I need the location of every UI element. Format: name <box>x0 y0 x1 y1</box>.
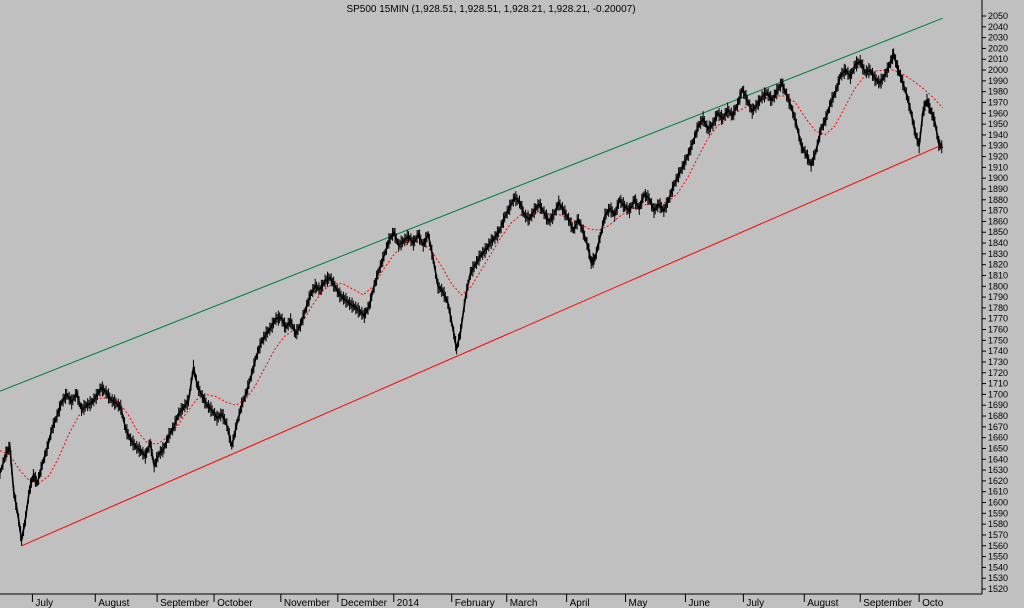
y-tick-label: 1900 <box>988 173 1008 183</box>
y-tick-label: 1690 <box>988 400 1008 410</box>
x-tick-label: June <box>688 598 710 608</box>
y-tick-label: 1560 <box>988 541 1008 551</box>
y-tick-label: 1790 <box>988 292 1008 302</box>
y-tick-label: 1610 <box>988 487 1008 497</box>
x-tick-label: May <box>629 598 648 608</box>
y-tick-label: 1600 <box>988 498 1008 508</box>
y-tick-label: 1590 <box>988 508 1008 518</box>
x-tick-label: December <box>341 598 388 608</box>
y-tick-label: 1920 <box>988 152 1008 162</box>
y-tick-label: 1780 <box>988 303 1008 313</box>
y-tick-label: 1540 <box>988 562 1008 572</box>
x-tick-label: July <box>35 598 53 608</box>
y-tick-label: 1840 <box>988 238 1008 248</box>
y-tick-label: 2010 <box>988 54 1008 64</box>
y-tick-label: 1740 <box>988 346 1008 356</box>
y-tick-label: 1620 <box>988 476 1008 486</box>
y-tick-label: 1670 <box>988 422 1008 432</box>
y-tick-label: 2040 <box>988 22 1008 32</box>
y-tick-label: 1700 <box>988 389 1008 399</box>
x-tick-label: Octo <box>922 598 944 608</box>
x-tick-label: August <box>98 598 129 608</box>
y-tick-label: 1640 <box>988 454 1008 464</box>
y-tick-label: 1550 <box>988 552 1008 562</box>
y-tick-label: 1710 <box>988 379 1008 389</box>
x-tick-label: April <box>570 598 590 608</box>
y-tick-label: 1930 <box>988 141 1008 151</box>
y-tick-label: 1980 <box>988 87 1008 97</box>
y-tick-label: 1910 <box>988 162 1008 172</box>
x-tick-label: March <box>510 598 538 608</box>
x-tick-label: October <box>217 598 253 608</box>
y-tick-label: 1630 <box>988 465 1008 475</box>
y-tick-label: 1830 <box>988 249 1008 259</box>
y-tick-label: 1850 <box>988 227 1008 237</box>
x-tick-label: July <box>746 598 764 608</box>
lower-channel-line <box>21 144 943 547</box>
y-tick-label: 1760 <box>988 325 1008 335</box>
x-tick-label: February <box>455 598 495 608</box>
y-tick-label: 1950 <box>988 119 1008 129</box>
x-tick-label: 2014 <box>397 598 420 608</box>
x-tick-label: August <box>807 598 838 608</box>
y-tick-label: 1680 <box>988 411 1008 421</box>
x-tick-label: November <box>284 598 331 608</box>
y-tick-label: 1660 <box>988 433 1008 443</box>
chart-title: SP500 15MIN (1,928.51, 1,928.51, 1,928.2… <box>346 4 635 15</box>
y-tick-label: 1940 <box>988 130 1008 140</box>
upper-channel-line <box>0 17 943 392</box>
y-tick-label: 2050 <box>988 11 1008 21</box>
y-tick-label: 1890 <box>988 184 1008 194</box>
y-tick-label: 2030 <box>988 33 1008 43</box>
y-tick-label: 1990 <box>988 76 1008 86</box>
y-tick-label: 1960 <box>988 108 1008 118</box>
x-tick-label: September <box>160 598 210 608</box>
y-tick-label: 1870 <box>988 206 1008 216</box>
price-ticks <box>0 48 943 546</box>
x-tick-label: September <box>863 598 913 608</box>
y-tick-label: 1520 <box>988 584 1008 594</box>
y-tick-label: 1860 <box>988 216 1008 226</box>
y-tick-label: 1880 <box>988 195 1008 205</box>
y-tick-label: 1750 <box>988 335 1008 345</box>
y-tick-label: 1650 <box>988 443 1008 453</box>
y-tick-label: 1770 <box>988 314 1008 324</box>
y-tick-label: 1800 <box>988 281 1008 291</box>
y-tick-label: 1730 <box>988 357 1008 367</box>
y-tick-label: 1820 <box>988 260 1008 270</box>
y-tick-label: 1570 <box>988 530 1008 540</box>
y-tick-label: 1720 <box>988 368 1008 378</box>
y-tick-label: 1580 <box>988 519 1008 529</box>
y-tick-label: 1810 <box>988 270 1008 280</box>
y-tick-label: 1970 <box>988 97 1008 107</box>
y-tick-label: 2020 <box>988 43 1008 53</box>
y-tick-label: 2000 <box>988 65 1008 75</box>
y-tick-label: 1530 <box>988 573 1008 583</box>
moving-average-line <box>0 69 944 484</box>
